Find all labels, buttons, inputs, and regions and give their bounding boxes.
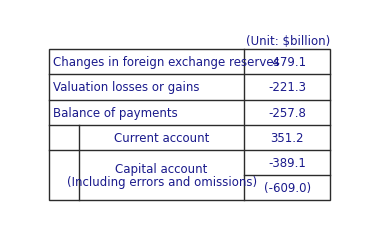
- Text: (Including errors and omissions): (Including errors and omissions): [67, 175, 257, 188]
- Text: Capital account: Capital account: [115, 163, 208, 175]
- Text: Changes in foreign exchange reserves: Changes in foreign exchange reserves: [53, 56, 280, 69]
- Text: 351.2: 351.2: [270, 131, 304, 144]
- Text: -221.3: -221.3: [268, 81, 306, 94]
- Text: -389.1: -389.1: [268, 156, 306, 169]
- Text: (Unit: $billion): (Unit: $billion): [246, 35, 330, 48]
- Text: Balance of payments: Balance of payments: [53, 106, 178, 119]
- Text: Valuation losses or gains: Valuation losses or gains: [53, 81, 200, 94]
- Text: (-609.0): (-609.0): [263, 181, 311, 194]
- Text: -479.1: -479.1: [268, 56, 306, 69]
- Text: -257.8: -257.8: [268, 106, 306, 119]
- Text: Current account: Current account: [114, 131, 209, 144]
